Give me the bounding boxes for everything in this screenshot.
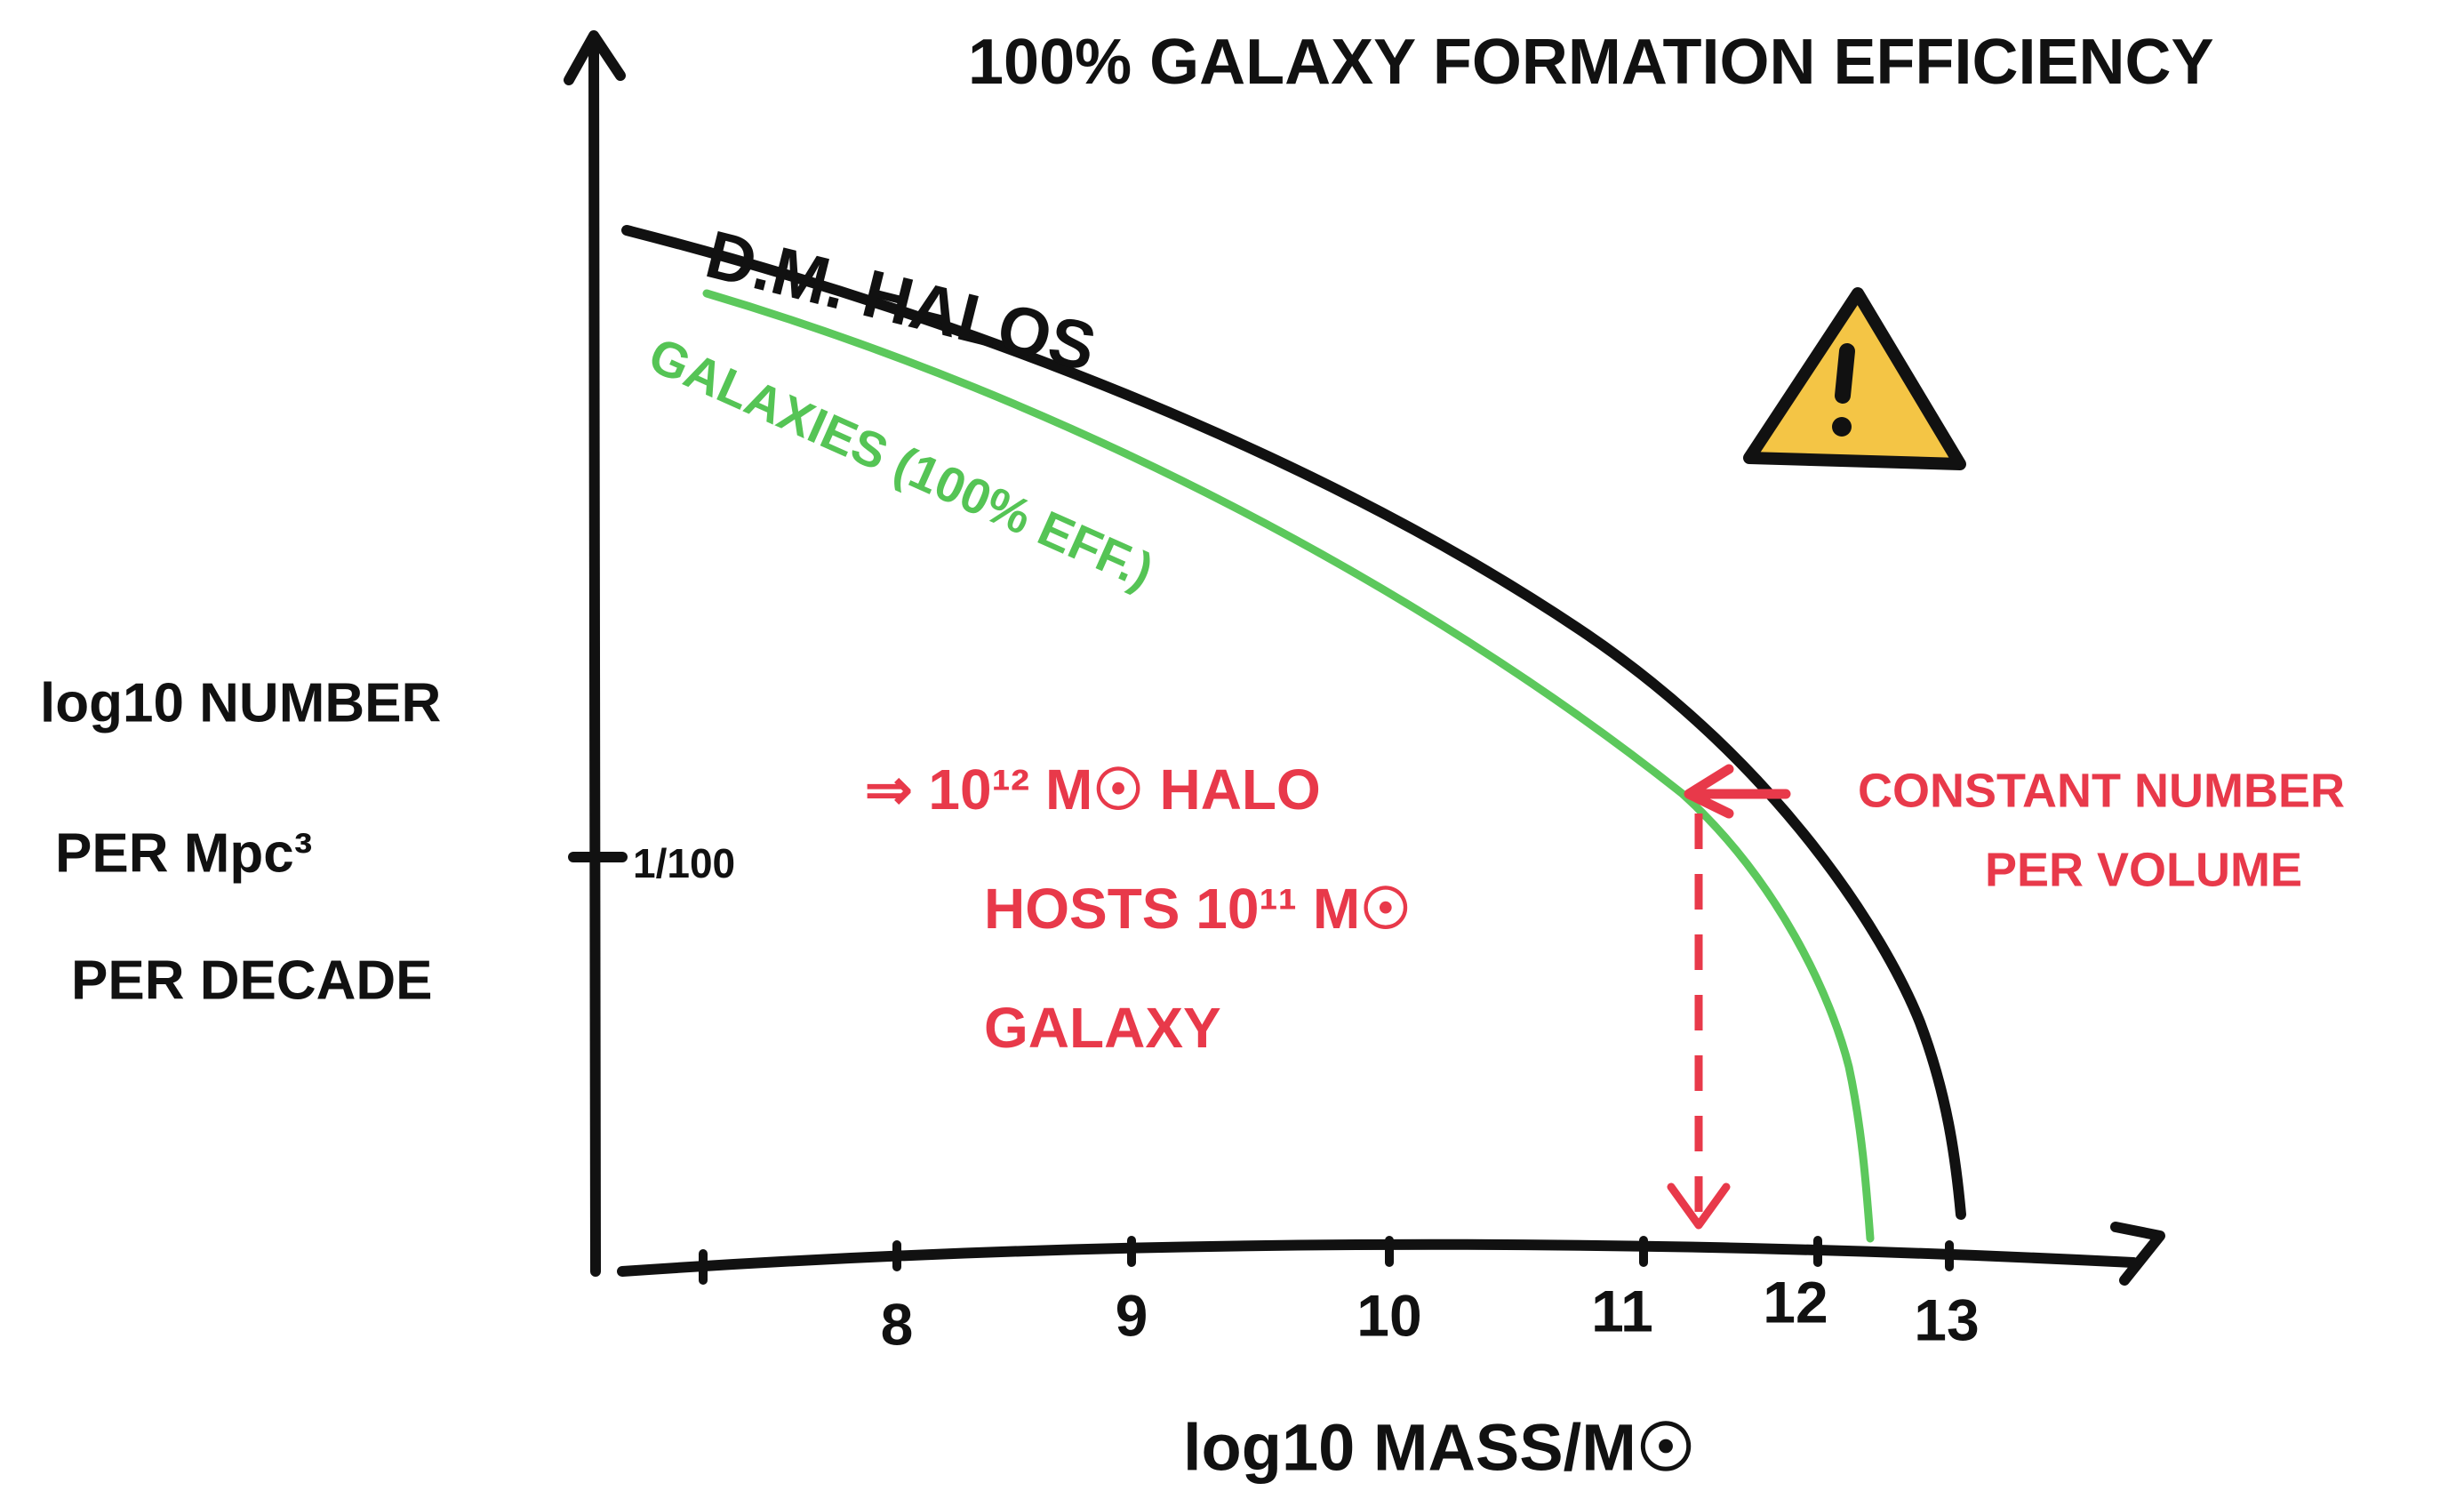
- y-label-line: PER DECADE: [71, 950, 433, 1011]
- halo-curve: [621, 225, 1966, 1220]
- dashed-arrowhead: [1667, 1182, 1731, 1230]
- constant-arrow: [1684, 764, 1791, 819]
- x-axis-label: log10 MASS/M☉: [1183, 1411, 1695, 1485]
- x-tick-label: 8: [881, 1291, 914, 1357]
- x-axis: [617, 1222, 2165, 1286]
- warning-dot: [1832, 417, 1852, 437]
- y-label-line: PER Mpc³: [55, 822, 312, 884]
- warning-triangle: [1743, 287, 1966, 470]
- warning-icon: [1743, 287, 1966, 470]
- y-axis: [564, 30, 626, 1277]
- x-tick-label: 9: [1116, 1282, 1148, 1348]
- annotation-line: HOSTS 10¹¹ M☉: [984, 877, 1412, 941]
- y-tick-label: 1/100: [633, 840, 735, 886]
- y-label-line: log10 NUMBER: [40, 672, 441, 733]
- x-tick-label: 13: [1914, 1287, 1979, 1352]
- warning-bar: [1835, 343, 1855, 404]
- galaxy-curve: [702, 289, 1875, 1243]
- annotation-line: ⇒ 10¹² M☉ HALO: [865, 758, 1321, 822]
- x-tick-label: 11: [1591, 1278, 1653, 1343]
- x-tick-label: 10: [1356, 1282, 1421, 1348]
- x-tick-label: 12: [1763, 1269, 1828, 1335]
- annotation-line: GALAXY: [984, 996, 1221, 1060]
- annotation-line: CONSTANT NUMBER: [1858, 764, 2345, 817]
- x-ticks: [699, 1236, 1954, 1285]
- title: 100% GALAXY FORMATION EFFICIENCY: [968, 27, 2214, 98]
- annotation-line: PER VOLUME: [1985, 843, 2302, 896]
